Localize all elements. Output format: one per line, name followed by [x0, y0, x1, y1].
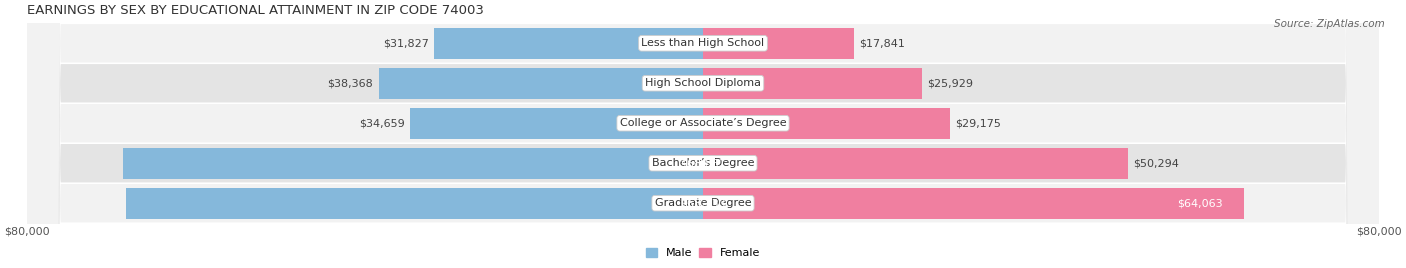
Bar	[703, 28, 853, 59]
Bar	[125, 188, 703, 219]
FancyBboxPatch shape	[27, 0, 1379, 268]
Bar	[703, 68, 922, 99]
FancyBboxPatch shape	[27, 0, 1379, 268]
Text: $34,659: $34,659	[359, 118, 405, 128]
Text: $17,841: $17,841	[859, 38, 905, 48]
Text: $68,333: $68,333	[681, 198, 725, 208]
Text: $25,929: $25,929	[928, 78, 973, 88]
Text: $64,063: $64,063	[1177, 198, 1223, 208]
Text: Source: ZipAtlas.com: Source: ZipAtlas.com	[1274, 19, 1385, 29]
Bar	[703, 148, 1128, 179]
Legend: Male, Female: Male, Female	[641, 243, 765, 263]
FancyBboxPatch shape	[27, 0, 1379, 268]
Bar	[703, 108, 949, 139]
Text: $29,175: $29,175	[955, 118, 1001, 128]
FancyBboxPatch shape	[27, 0, 1379, 268]
Text: High School Diploma: High School Diploma	[645, 78, 761, 88]
Bar	[434, 28, 703, 59]
Text: College or Associate’s Degree: College or Associate’s Degree	[620, 118, 786, 128]
Bar	[378, 68, 703, 99]
Text: Less than High School: Less than High School	[641, 38, 765, 48]
FancyBboxPatch shape	[27, 0, 1379, 268]
Text: $68,661: $68,661	[679, 158, 725, 168]
Bar	[411, 108, 703, 139]
Bar	[703, 188, 1244, 219]
Text: $38,368: $38,368	[328, 78, 374, 88]
Text: $31,827: $31,827	[382, 38, 429, 48]
Text: EARNINGS BY SEX BY EDUCATIONAL ATTAINMENT IN ZIP CODE 74003: EARNINGS BY SEX BY EDUCATIONAL ATTAINMEN…	[27, 4, 484, 17]
Text: Bachelor’s Degree: Bachelor’s Degree	[652, 158, 754, 168]
Bar	[122, 148, 703, 179]
Text: Graduate Degree: Graduate Degree	[655, 198, 751, 208]
Text: $50,294: $50,294	[1133, 158, 1180, 168]
